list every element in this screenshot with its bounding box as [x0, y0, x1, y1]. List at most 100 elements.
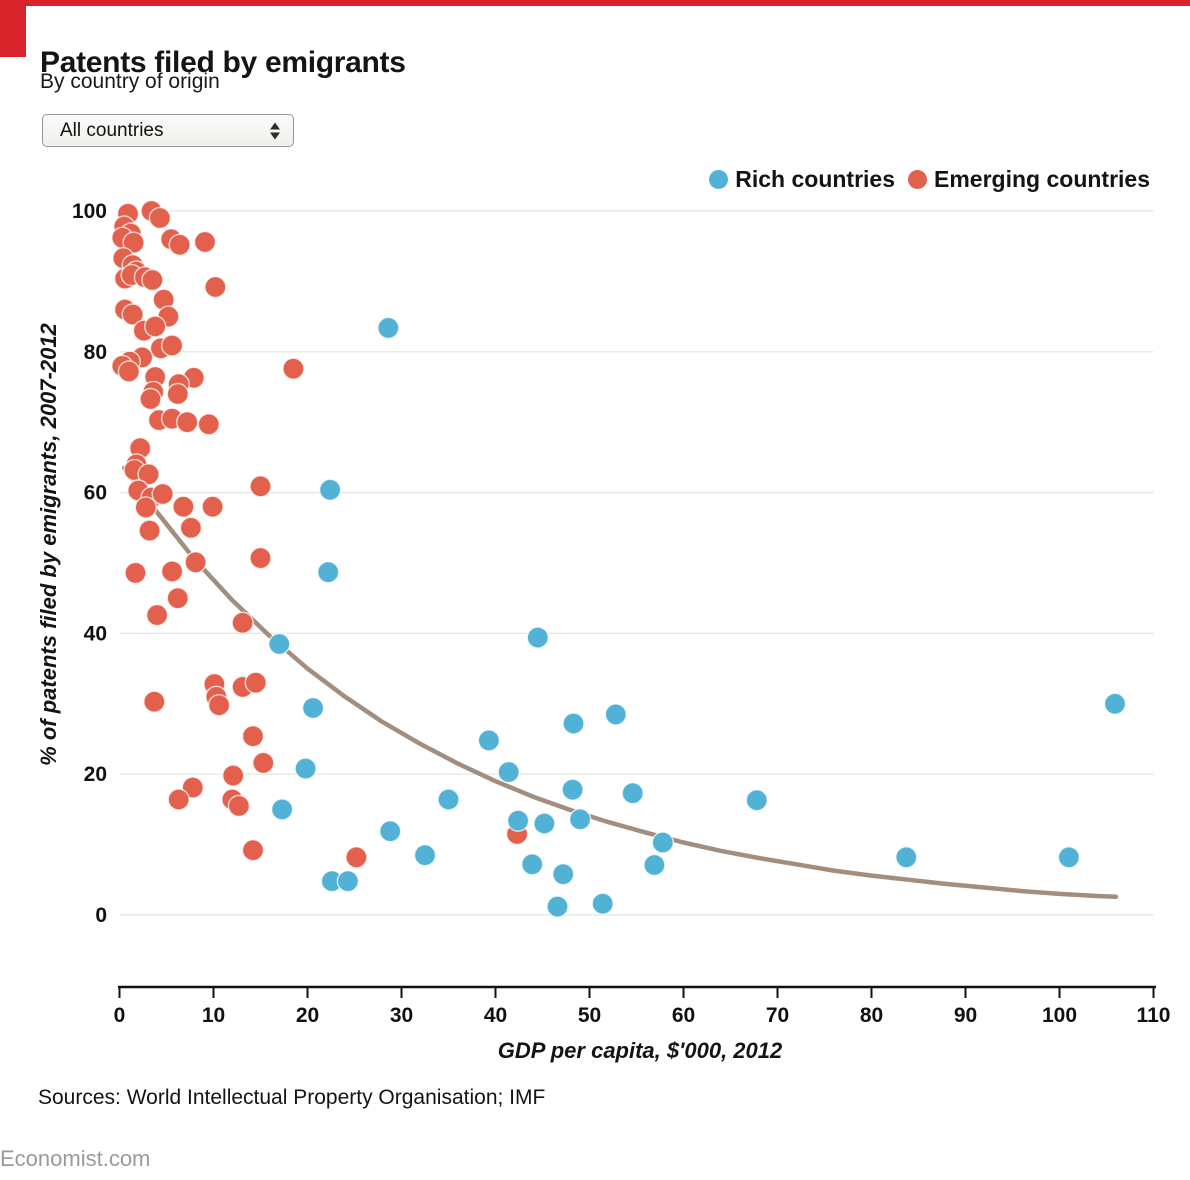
- sources-note: Sources: World Intellectual Property Org…: [38, 1086, 546, 1109]
- y-tick-label-40: 40: [84, 622, 107, 645]
- data-point-rich[interactable]: [621, 782, 644, 805]
- data-point-emerging[interactable]: [160, 560, 184, 583]
- data-point-emerging[interactable]: [207, 694, 231, 717]
- top-accent-bar: [0, 0, 1190, 6]
- data-point-emerging[interactable]: [204, 275, 227, 299]
- data-point-rich[interactable]: [413, 844, 437, 867]
- data-point-emerging[interactable]: [227, 794, 251, 818]
- data-point-emerging[interactable]: [166, 382, 190, 406]
- x-tick-label-50: 50: [578, 1004, 601, 1027]
- data-point-rich[interactable]: [437, 788, 460, 811]
- x-tick-label-20: 20: [296, 1004, 319, 1027]
- data-point-rich[interactable]: [526, 626, 549, 649]
- data-point-emerging[interactable]: [197, 413, 221, 436]
- data-point-emerging[interactable]: [249, 475, 272, 498]
- country-filter-select[interactable]: All countries: [42, 114, 294, 147]
- legend-item-rich: Rich countries: [709, 166, 895, 193]
- y-tick-label-60: 60: [84, 482, 107, 505]
- data-point-emerging[interactable]: [282, 357, 305, 380]
- data-point-emerging[interactable]: [184, 551, 207, 574]
- y-tick-label-80: 80: [84, 341, 107, 364]
- x-tick-label-70: 70: [766, 1004, 789, 1027]
- data-point-rich[interactable]: [552, 863, 575, 886]
- data-point-rich[interactable]: [533, 812, 556, 835]
- data-point-emerging[interactable]: [345, 846, 368, 869]
- data-point-emerging[interactable]: [201, 495, 224, 518]
- data-point-rich[interactable]: [294, 757, 317, 780]
- legend-item-emerging: Emerging countries: [908, 166, 1150, 193]
- data-point-emerging[interactable]: [221, 764, 245, 787]
- y-tick-label-100: 100: [72, 200, 107, 223]
- data-point-emerging[interactable]: [151, 482, 174, 506]
- data-point-rich[interactable]: [506, 809, 530, 832]
- data-point-emerging[interactable]: [168, 233, 191, 257]
- data-point-emerging[interactable]: [143, 315, 167, 338]
- data-point-emerging[interactable]: [249, 546, 272, 570]
- data-point-rich[interactable]: [301, 696, 325, 720]
- data-point-rich[interactable]: [377, 316, 400, 340]
- data-point-rich[interactable]: [317, 561, 340, 584]
- data-point-rich[interactable]: [268, 632, 291, 656]
- data-point-rich[interactable]: [643, 853, 666, 877]
- data-point-emerging[interactable]: [252, 751, 275, 775]
- data-point-emerging[interactable]: [167, 788, 190, 811]
- data-point-rich[interactable]: [379, 820, 402, 843]
- rich-swatch-icon: [709, 170, 729, 189]
- data-point-emerging[interactable]: [122, 231, 145, 254]
- data-point-rich[interactable]: [745, 789, 768, 812]
- data-point-emerging[interactable]: [231, 611, 254, 634]
- data-point-emerging[interactable]: [193, 230, 217, 254]
- data-point-emerging[interactable]: [172, 495, 195, 518]
- data-point-rich[interactable]: [895, 846, 918, 869]
- data-point-emerging[interactable]: [241, 839, 265, 862]
- chart-legend: Rich countries Emerging countries: [709, 166, 1150, 193]
- data-point-rich[interactable]: [1057, 846, 1081, 869]
- data-point-rich[interactable]: [562, 712, 585, 735]
- data-point-emerging[interactable]: [134, 496, 158, 519]
- legend-label: Emerging countries: [934, 166, 1150, 192]
- data-point-rich[interactable]: [651, 831, 674, 854]
- data-point-rich[interactable]: [318, 478, 342, 501]
- data-point-rich[interactable]: [270, 798, 294, 821]
- data-point-emerging[interactable]: [124, 561, 147, 585]
- data-point-emerging[interactable]: [244, 671, 268, 694]
- arrow-down-icon: [270, 132, 280, 139]
- page-subtitle: By country of origin: [40, 70, 220, 93]
- data-point-rich[interactable]: [1103, 692, 1127, 715]
- data-point-emerging[interactable]: [117, 360, 141, 383]
- data-point-rich[interactable]: [591, 892, 614, 915]
- data-point-emerging[interactable]: [179, 516, 203, 539]
- data-point-emerging[interactable]: [143, 690, 166, 713]
- data-point-rich[interactable]: [561, 778, 584, 801]
- data-point-emerging[interactable]: [137, 463, 160, 486]
- data-point-emerging[interactable]: [241, 725, 265, 748]
- data-point-rich[interactable]: [497, 760, 520, 784]
- data-point-emerging[interactable]: [145, 603, 169, 627]
- data-point-emerging[interactable]: [121, 303, 144, 326]
- x-axis-title: GDP per capita, $'000, 2012: [497, 1038, 783, 1063]
- trend-line: [121, 465, 1119, 899]
- data-point-emerging[interactable]: [139, 387, 162, 411]
- data-point-rich[interactable]: [568, 808, 592, 831]
- data-point-rich[interactable]: [477, 729, 501, 752]
- data-point-emerging[interactable]: [138, 519, 161, 542]
- data-point-emerging[interactable]: [166, 587, 190, 610]
- data-point-rich[interactable]: [336, 870, 360, 893]
- data-point-rich[interactable]: [546, 895, 569, 918]
- emerging-swatch-icon: [908, 170, 928, 189]
- x-tick-label-0: 0: [114, 1004, 126, 1027]
- data-point-emerging[interactable]: [141, 268, 164, 292]
- x-tick-label-10: 10: [202, 1004, 225, 1027]
- x-tick-label-90: 90: [954, 1004, 977, 1027]
- y-tick-label-20: 20: [84, 763, 107, 786]
- data-point-rich[interactable]: [604, 703, 627, 726]
- y-axis-title: % of patents filed by emigrants, 2007-20…: [36, 323, 61, 766]
- x-tick-label-80: 80: [860, 1004, 883, 1027]
- data-point-rich[interactable]: [521, 853, 544, 876]
- data-point-emerging[interactable]: [160, 334, 184, 357]
- data-point-emerging[interactable]: [175, 411, 199, 434]
- x-tick-label-40: 40: [484, 1004, 507, 1027]
- x-tick-label-30: 30: [390, 1004, 413, 1027]
- data-point-emerging[interactable]: [148, 206, 172, 230]
